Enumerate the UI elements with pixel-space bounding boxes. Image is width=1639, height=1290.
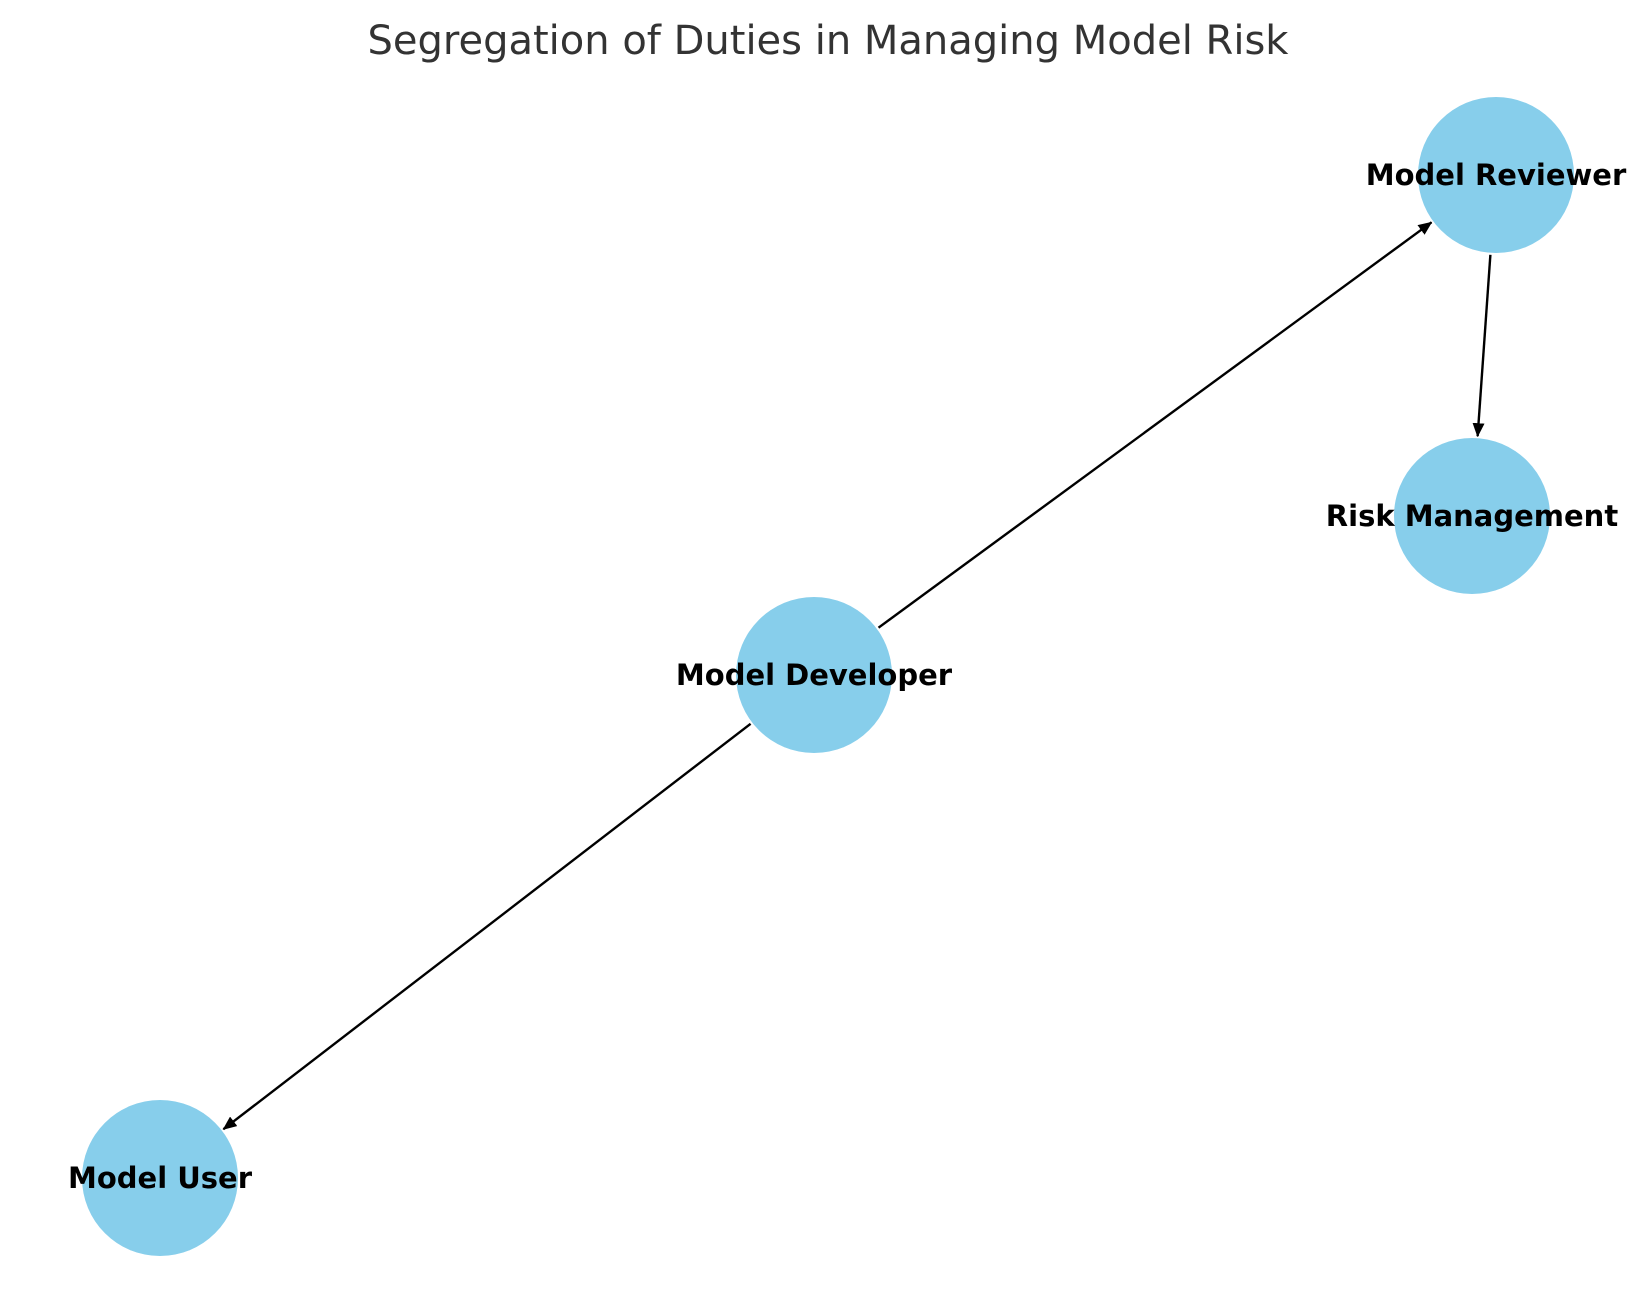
node-circle-model-reviewer xyxy=(1418,97,1574,253)
node-risk-management: Risk Management xyxy=(1326,438,1619,594)
diagram-title: Segregation of Duties in Managing Model … xyxy=(368,18,1290,64)
node-circle-model-user xyxy=(82,1100,238,1256)
edge-model-developer-to-model-user xyxy=(222,722,752,1131)
edge-model-developer-to-model-reviewer xyxy=(877,221,1433,629)
node-label-model-user: Model User xyxy=(68,1161,253,1195)
node-label-model-developer: Model Developer xyxy=(676,658,953,692)
node-label-risk-management: Risk Management xyxy=(1326,499,1619,533)
node-label-model-reviewer: Model Reviewer xyxy=(1366,158,1627,192)
node-model-developer: Model Developer xyxy=(676,597,953,753)
node-model-reviewer: Model Reviewer xyxy=(1366,97,1627,253)
nodes-layer: Model Reviewer Risk Management Model Devel… xyxy=(68,97,1627,1256)
node-circle-model-developer xyxy=(736,597,892,753)
node-circle-risk-management xyxy=(1394,438,1550,594)
edge-model-reviewer-to-risk-management xyxy=(1472,254,1492,438)
edges-layer xyxy=(222,221,1492,1131)
node-model-user: Model User xyxy=(68,1100,253,1256)
